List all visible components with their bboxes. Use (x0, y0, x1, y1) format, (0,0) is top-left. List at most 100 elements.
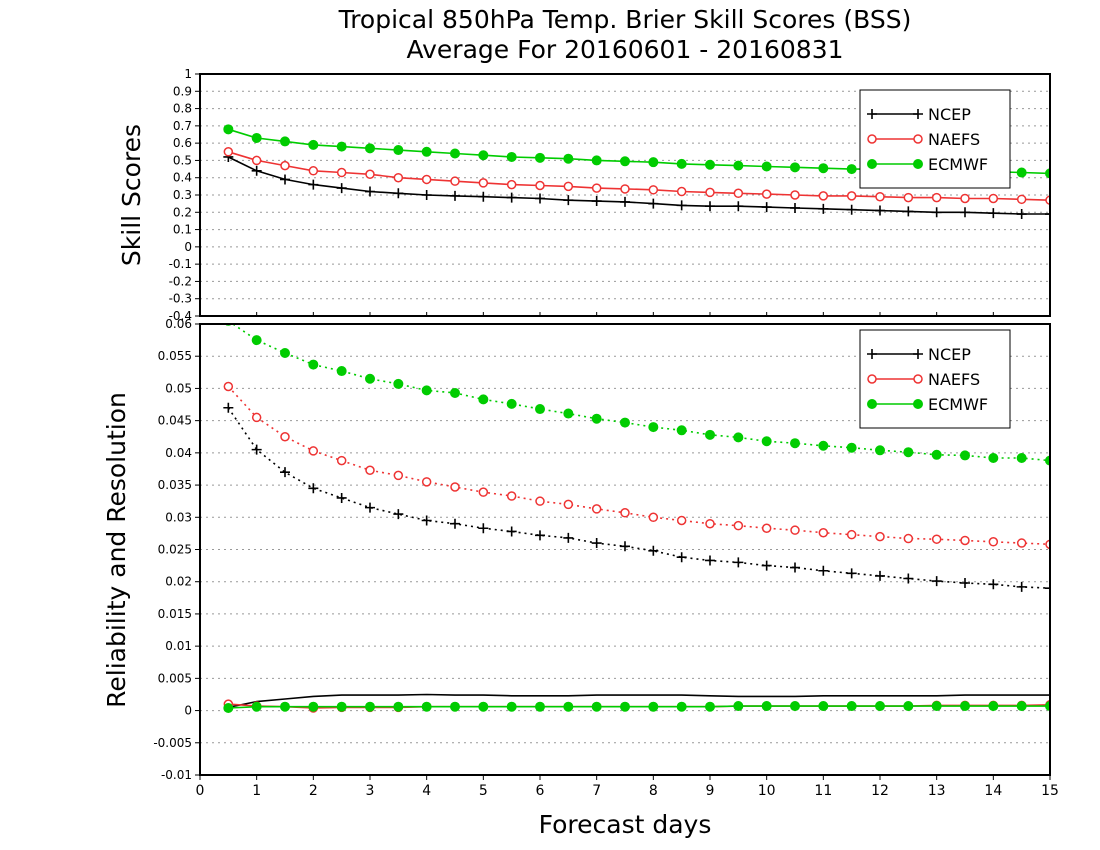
data-point-ncep (818, 565, 829, 576)
legend-marker (913, 134, 923, 144)
data-point-ncep (308, 483, 319, 494)
data-point-ecmwf (591, 413, 602, 424)
data-point-ecmwf (931, 449, 942, 460)
data-point-ncep (478, 191, 489, 202)
data-point-ncep (591, 196, 602, 207)
data-point-naefs (818, 191, 829, 201)
data-point-ecmwf (506, 151, 517, 162)
data-point-ncep (251, 444, 262, 455)
data-point-ncep (988, 579, 999, 590)
data-point-naefs (478, 178, 489, 188)
data-point-ecmwf (761, 436, 772, 447)
data-point-ncep (620, 196, 630, 207)
data-point-naefs (761, 523, 772, 533)
data-point-naefs (676, 186, 687, 197)
x-tick-label: 15 (1041, 783, 1059, 799)
data-point-ecmwf (875, 701, 885, 712)
data-point-ncep (988, 208, 999, 219)
x-tick-label: 11 (814, 783, 832, 799)
data-point-naefs (846, 529, 857, 540)
data-point-ecmwf (648, 701, 659, 712)
data-point-ncep (393, 188, 404, 199)
data-point-ncep (421, 515, 432, 526)
data-point-ncep (280, 174, 290, 185)
data-point-ecmwf (365, 701, 375, 712)
legend-label-ecmwf: ECMWF (928, 155, 988, 174)
x-tick-label: 9 (706, 783, 715, 799)
data-point-ncep (761, 202, 772, 213)
series-line-ncep (228, 693, 1050, 709)
data-point-ncep (336, 492, 347, 503)
legend-marker (867, 109, 877, 119)
data-point-ecmwf (818, 163, 829, 174)
y-tick-label: 0.05 (165, 381, 192, 395)
y-tick-label: 0.035 (158, 478, 192, 492)
data-point-ecmwf (336, 366, 347, 377)
data-point-ecmwf (676, 425, 687, 436)
y-tick-label: 1 (184, 67, 192, 81)
data-point-ncep (336, 183, 347, 194)
data-point-ecmwf (1016, 453, 1027, 464)
y-tick-label: -0.2 (169, 274, 192, 288)
legend-marker (913, 349, 923, 359)
y-tick-label: -0.005 (153, 736, 192, 750)
y-tick-label: 0.015 (158, 607, 192, 621)
data-point-naefs (308, 166, 319, 176)
y-tick-label: 0.6 (173, 136, 192, 150)
data-point-naefs (450, 176, 460, 186)
legend-label-ncep: NCEP (928, 345, 971, 364)
y-tick-label: 0.5 (173, 153, 192, 167)
data-point-naefs (931, 534, 942, 544)
data-point-ecmwf (790, 701, 800, 712)
data-point-ecmwf (535, 152, 545, 163)
reliability-resolution-panel: -0.01 -0.005 0 0.005 0.01 0.015 0.02 0.025 0.03 0… (153, 317, 1059, 799)
chart-title-line1: Tropical 850hPa Temp. Brier Skill Scores… (338, 5, 912, 34)
data-point-ncep (846, 204, 857, 215)
data-point-ncep (620, 541, 630, 552)
data-point-naefs (393, 470, 404, 481)
data-point-naefs (591, 504, 602, 514)
data-point-ecmwf (846, 701, 857, 712)
x-tick-label: 13 (928, 783, 946, 799)
data-point-ncep (676, 552, 687, 563)
data-point-ncep (478, 523, 489, 534)
data-point-ncep (365, 502, 375, 513)
data-point-ecmwf (506, 701, 517, 712)
data-point-naefs (620, 184, 630, 194)
data-point-ecmwf (818, 701, 829, 712)
data-point-naefs (365, 169, 375, 180)
data-point-ecmwf (903, 447, 914, 458)
legend-marker (913, 109, 923, 119)
data-point-ecmwf (251, 701, 262, 712)
data-point-ecmwf (421, 385, 432, 396)
data-point-naefs (676, 515, 687, 526)
data-point-ecmwf (1016, 701, 1027, 712)
x-tick-label: 5 (479, 783, 488, 799)
y-tick-label: 0.055 (158, 349, 192, 363)
x-tick-label: 7 (592, 783, 601, 799)
x-tick-label: 14 (984, 783, 1002, 799)
data-point-ecmwf (818, 440, 829, 451)
data-point-ecmwf (308, 359, 319, 370)
y-tick-label: -0.4 (169, 309, 192, 323)
data-point-naefs (223, 381, 234, 392)
data-point-ecmwf (223, 124, 234, 135)
data-point-naefs (421, 477, 432, 487)
data-point-ncep (280, 467, 290, 478)
y-tick-label: 0.1 (173, 223, 192, 237)
data-point-ncep (818, 203, 829, 214)
legend-marker (867, 134, 877, 144)
data-point-ncep (563, 532, 574, 543)
data-point-ecmwf (790, 162, 800, 173)
data-point-ncep (705, 201, 715, 212)
data-point-ecmwf (563, 408, 574, 419)
data-point-ncep (790, 202, 800, 213)
data-point-naefs (280, 160, 290, 171)
data-point-ecmwf (705, 159, 715, 170)
y-tick-label: 0.025 (158, 543, 192, 557)
data-point-ecmwf (875, 445, 885, 456)
data-point-ncep (450, 518, 460, 529)
data-point-ecmwf (506, 398, 517, 409)
data-point-ecmwf (960, 450, 970, 461)
data-point-naefs (648, 185, 659, 195)
